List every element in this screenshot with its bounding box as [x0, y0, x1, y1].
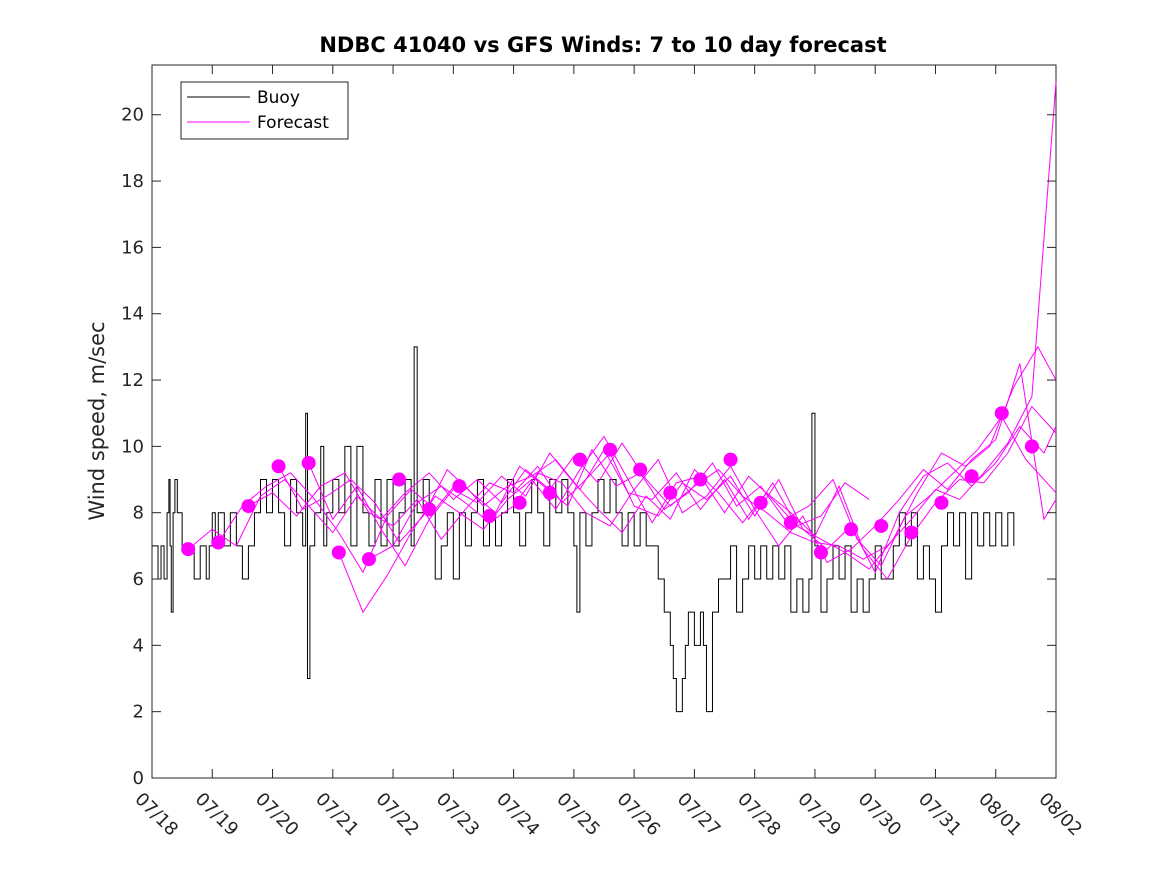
legend-forecast-label: Forecast [257, 113, 329, 133]
forecast-marker [693, 472, 708, 487]
legend: Buoy Forecast [180, 81, 349, 140]
x-tick-label: 07/29 [793, 789, 845, 841]
x-tick-label: 08/01 [974, 789, 1026, 841]
x-tick-label: 07/23 [432, 789, 484, 841]
x-tick-label: 07/28 [733, 789, 785, 841]
axes-box [151, 64, 1057, 779]
forecast-line [217, 345, 1057, 574]
forecast-marker [723, 452, 738, 467]
forecast-marker [874, 518, 889, 533]
buoy-line [152, 346, 1015, 713]
forecast-line [187, 81, 1057, 560]
forecast-marker [663, 485, 678, 500]
x-tick-label: 08/02 [1034, 789, 1086, 841]
y-tick-label: 18 [121, 171, 144, 192]
forecast-line [248, 425, 1057, 574]
y-tick-label: 8 [133, 503, 144, 524]
chart-title: NDBC 41040 vs GFS Winds: 7 to 10 day for… [319, 33, 886, 57]
x-tick-label: 07/18 [130, 789, 182, 841]
forecast-marker [181, 542, 196, 557]
forecast-marker [994, 406, 1009, 421]
forecast-marker [1024, 439, 1039, 454]
forecast-marker [603, 442, 618, 457]
y-tick-label: 10 [121, 436, 144, 457]
forecast-marker [783, 515, 798, 530]
forecast-marker [904, 525, 919, 540]
forecast-marker [452, 479, 467, 494]
forecast-marker [301, 455, 316, 470]
forecast-line [278, 415, 1057, 567]
forecast-marker [512, 495, 527, 510]
buoy-series [152, 346, 1015, 713]
x-tick-label: 07/19 [191, 789, 243, 841]
y-tick-label: 12 [121, 370, 144, 391]
forecast-marker [392, 472, 407, 487]
y-tick-label: 0 [133, 768, 144, 789]
forecast-marker [422, 502, 437, 517]
forecast-marker [844, 522, 859, 537]
forecast-markers [181, 406, 1039, 567]
x-tick-label: 07/21 [311, 789, 363, 841]
legend-buoy-label: Buoy [257, 88, 300, 108]
forecast-marker [572, 452, 587, 467]
y-axis-label: Wind speed, m/sec [85, 321, 109, 520]
forecast-marker [813, 545, 828, 560]
x-tick-label: 07/26 [613, 789, 665, 841]
legend-box [180, 81, 349, 140]
forecast-marker [964, 469, 979, 484]
y-tick-label: 4 [133, 635, 144, 656]
y-tick-label: 2 [133, 702, 144, 723]
x-tick-label: 07/30 [854, 789, 906, 841]
y-axis: 0 2 4 6 8 10 12 14 16 18 20 [121, 105, 1056, 789]
forecast-marker [361, 552, 376, 567]
x-tick-label: 07/24 [492, 789, 544, 841]
forecast-marker [542, 485, 557, 500]
y-tick-label: 14 [121, 304, 144, 325]
forecast-marker [331, 545, 346, 560]
forecast-marker [271, 459, 286, 474]
x-tick-label: 07/27 [673, 789, 725, 841]
x-tick-label: 07/25 [552, 789, 604, 841]
forecast-marker [934, 495, 949, 510]
x-tick-label: 07/22 [372, 789, 424, 841]
forecast-marker [753, 495, 768, 510]
plot-area [151, 64, 1057, 779]
forecast-marker [633, 462, 648, 477]
x-tick-label: 07/31 [914, 789, 966, 841]
forecast-marker [241, 499, 256, 514]
x-tick-label: 07/20 [251, 789, 303, 841]
y-tick-label: 6 [133, 569, 144, 590]
y-tick-label: 20 [121, 105, 144, 126]
forecast-marker [211, 535, 226, 550]
forecast-marker [482, 509, 497, 524]
y-tick-label: 16 [121, 237, 144, 258]
